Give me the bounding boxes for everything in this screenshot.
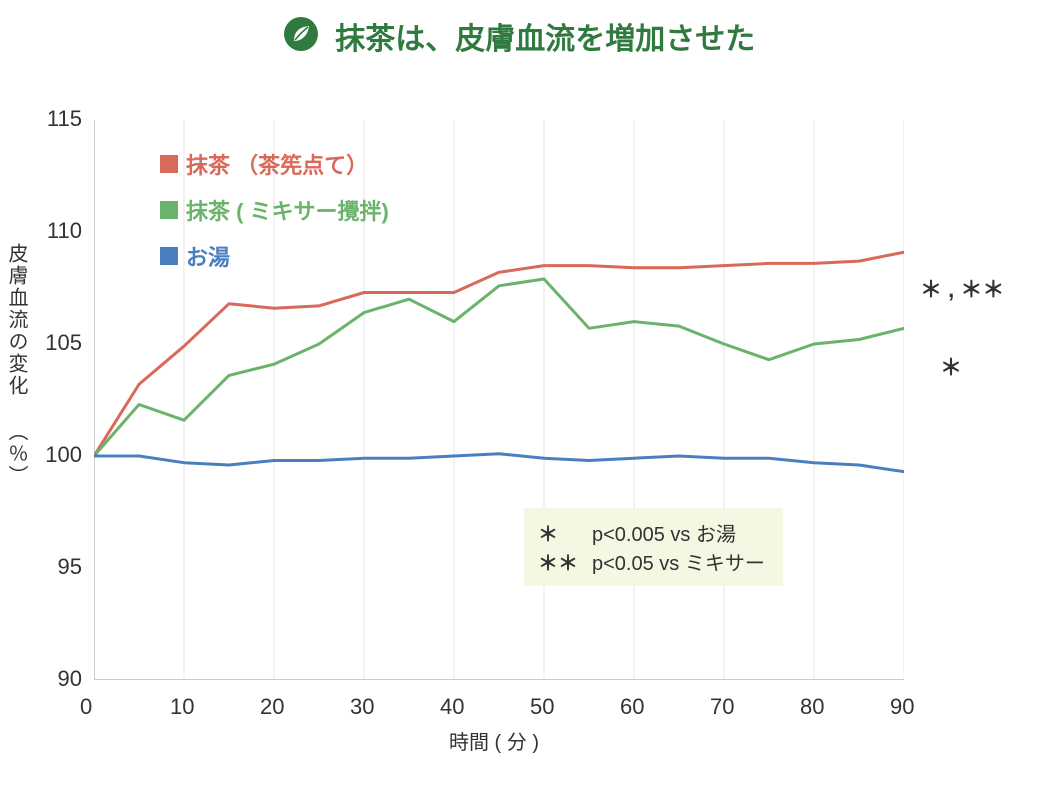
x-tick: 50 <box>530 694 554 720</box>
p-value-box: ＊p<0.005 vs お湯＊＊p<0.05 vs ミキサー <box>524 508 783 586</box>
x-tick: 0 <box>80 694 92 720</box>
y-tick: 100 <box>45 442 82 468</box>
legend-label: お湯 <box>186 240 230 272</box>
x-axis-label: 時間 ( 分 ) <box>449 726 539 755</box>
x-tick: 10 <box>170 694 194 720</box>
pbox-line: ＊＊p<0.05 vs ミキサー <box>538 547 765 576</box>
legend: 抹茶 （茶筅点て） 抹茶 ( ミキサー攪拌) お湯 <box>160 148 389 286</box>
legend-swatch <box>160 155 178 173</box>
y-axis-label: 皮膚血流の変化 （％） <box>2 243 31 487</box>
page: 抹茶は、皮膚血流を増加させた 皮膚血流の変化 （％） 時間 ( 分 ) 抹茶 （… <box>0 0 1038 803</box>
title-row: 抹茶は、皮膚血流を増加させた <box>0 14 1038 58</box>
series-hot_water <box>94 454 904 472</box>
x-tick: 70 <box>710 694 734 720</box>
legend-item: 抹茶 ( ミキサー攪拌) <box>160 194 389 226</box>
legend-label: 抹茶 ( ミキサー攪拌) <box>186 194 389 226</box>
pbox-mark: ＊ <box>538 518 592 547</box>
significance-annotation: ＊ <box>940 350 962 382</box>
x-tick: 30 <box>350 694 374 720</box>
pbox-line: ＊p<0.005 vs お湯 <box>538 518 765 547</box>
x-tick: 90 <box>890 694 914 720</box>
x-tick: 40 <box>440 694 464 720</box>
legend-label: 抹茶 （茶筅点て） <box>186 148 368 180</box>
x-tick: 20 <box>260 694 284 720</box>
y-tick: 105 <box>45 330 82 356</box>
leaf-icon <box>283 16 319 57</box>
x-tick: 60 <box>620 694 644 720</box>
page-title: 抹茶は、皮膚血流を増加させた <box>335 14 755 58</box>
y-tick: 95 <box>58 554 82 580</box>
series-matcha_mixer <box>94 279 904 456</box>
legend-item: 抹茶 （茶筅点て） <box>160 148 389 180</box>
y-tick: 110 <box>47 218 82 244</box>
pbox-text: p<0.005 vs お湯 <box>592 524 736 546</box>
x-tick: 80 <box>800 694 824 720</box>
legend-item: お湯 <box>160 240 389 272</box>
y-tick: 115 <box>47 106 82 132</box>
significance-annotation: ＊ , ＊＊ <box>920 272 1004 304</box>
legend-swatch <box>160 201 178 219</box>
y-tick: 90 <box>58 666 82 692</box>
legend-swatch <box>160 247 178 265</box>
pbox-text: p<0.05 vs ミキサー <box>592 553 765 575</box>
pbox-mark: ＊＊ <box>538 547 592 576</box>
